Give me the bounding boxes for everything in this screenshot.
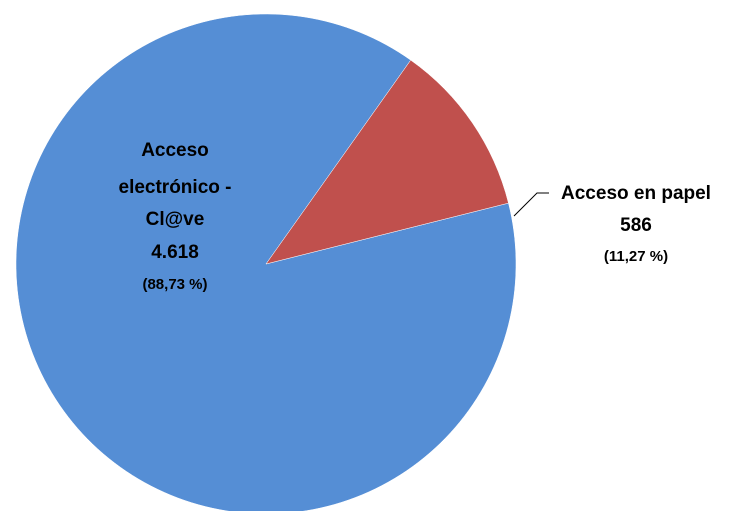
value-label: 586: [620, 215, 652, 236]
pie-slices: [15, 13, 517, 511]
label-line: Acceso en papel: [561, 183, 711, 204]
pie-slice-acceso-papel: [265, 59, 509, 265]
label-acceso-papel: Acceso en papel 586 (11,27 %): [561, 183, 711, 265]
percent-label: (88,73 %): [142, 276, 207, 293]
percent-label: (11,27 %): [604, 248, 668, 265]
label-acceso-electronico: Acceso electrónico - Cl@ve 4.618 (88,73 …: [119, 140, 232, 293]
label-line: Cl@ve: [146, 209, 205, 230]
value-label: 4.618: [151, 242, 199, 263]
pie-slice-acceso-electronico: [15, 13, 517, 511]
leader-line-acceso-papel: [513, 192, 549, 217]
label-line: Acceso: [141, 140, 209, 161]
label-line: electrónico -: [119, 177, 232, 198]
